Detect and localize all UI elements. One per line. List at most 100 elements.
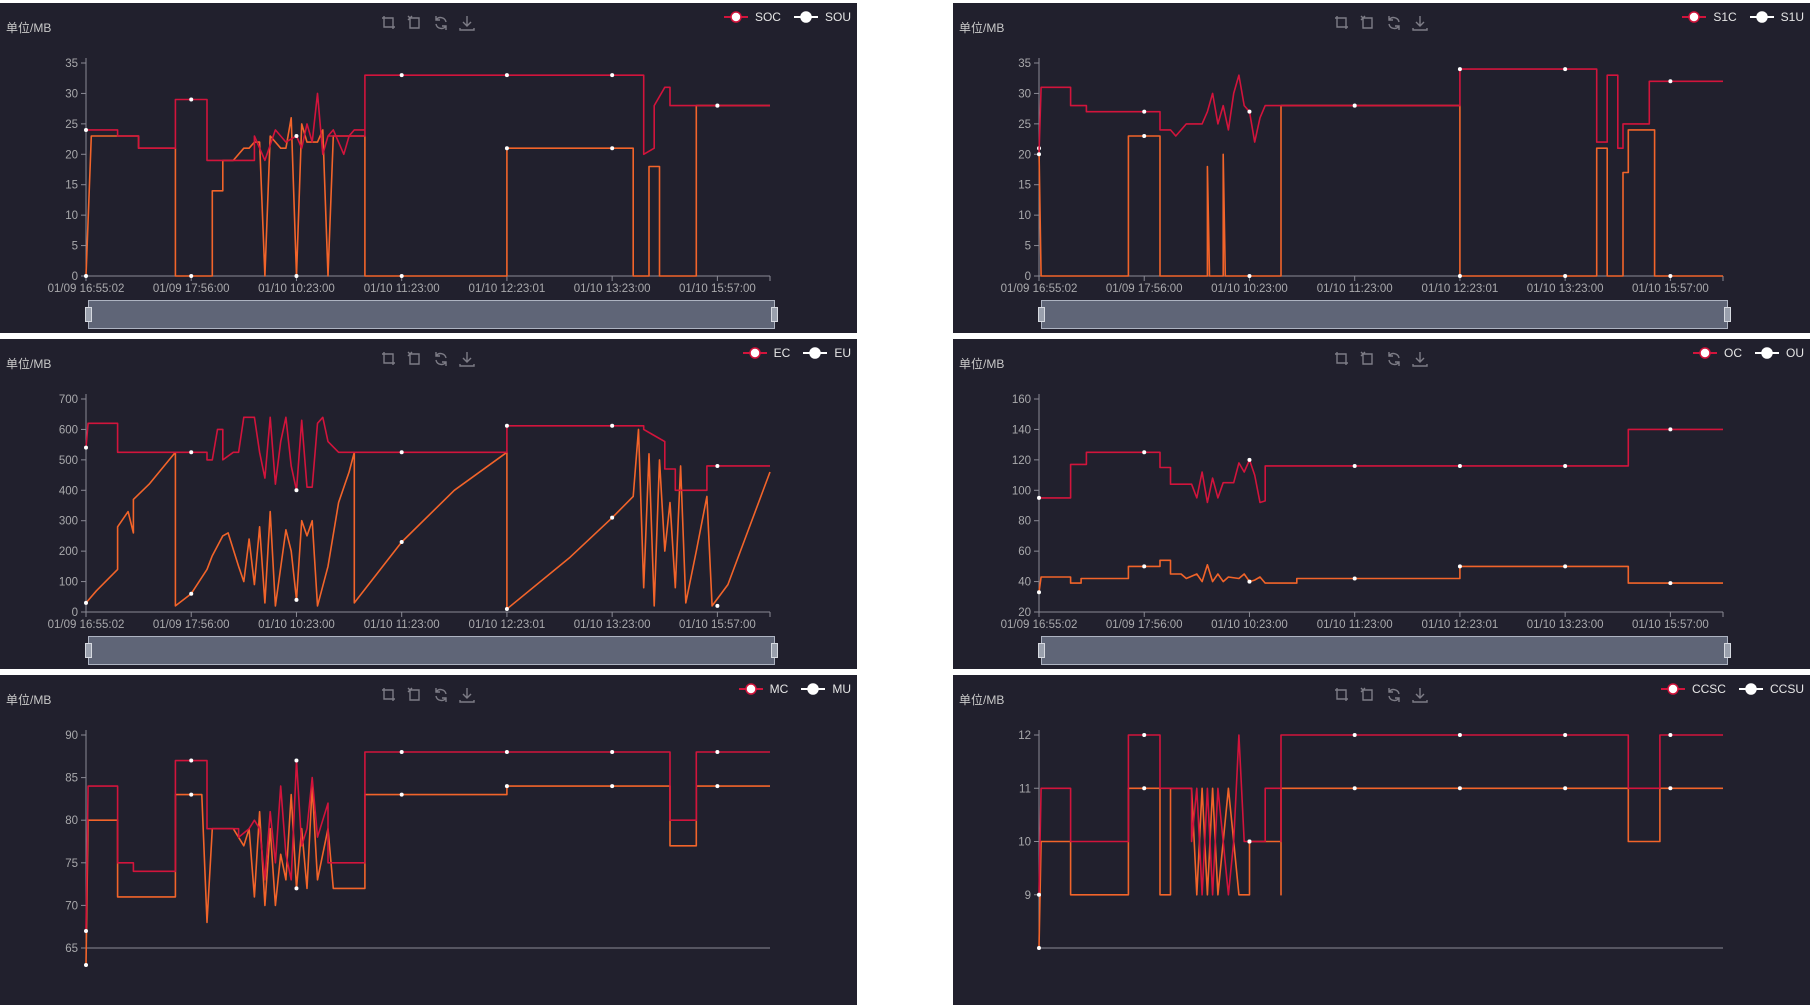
unit-label: 单位/MB [959,21,1005,35]
zoom-handle-right[interactable] [771,307,778,322]
zoom-reset-icon[interactable] [406,686,424,704]
data-point [1352,103,1357,108]
zoom-reset-icon[interactable] [1359,350,1377,368]
download-icon[interactable] [1411,350,1429,368]
data-point [1668,274,1673,278]
y-tick-label: 0 [72,271,78,283]
legend-item[interactable]: EC [742,346,790,360]
x-tick-label: 01/10 12:23:01 [469,283,546,295]
restore-icon[interactable] [432,350,450,368]
data-point [399,274,404,278]
x-tick-label: 01/10 11:23:00 [1317,619,1393,631]
y-tick-label: 300 [59,516,78,528]
y-tick-label: 200 [59,546,78,558]
y-tick-label: 160 [1012,394,1031,406]
legend-marker-icon [1749,11,1774,23]
zoom-reset-icon[interactable] [1359,14,1377,32]
y-tick-label: 35 [65,58,78,70]
restore-icon[interactable] [432,14,450,32]
data-zoom-slider[interactable] [1038,636,1731,665]
legend-item[interactable]: OU [1754,346,1804,360]
y-tick-label: 60 [1018,546,1031,558]
data-point [1037,590,1041,595]
zoom-icon[interactable] [1333,14,1351,32]
y-tick-label: 600 [59,424,78,436]
zoom-reset-icon[interactable] [406,350,424,368]
legend-item[interactable]: MC [738,682,788,696]
legend-marker-icon [803,347,828,359]
legend-item[interactable]: SOC [723,10,781,24]
x-tick-label: 01/09 16:55:02 [1001,619,1078,631]
zoom-handle-right[interactable] [1724,307,1731,322]
zoom-handle-left[interactable] [1038,307,1045,322]
x-tick-label: 01/10 15:57:00 [1632,619,1709,631]
zoom-reset-icon[interactable] [406,14,424,32]
zoom-handle-left[interactable] [85,643,92,658]
data-point [1247,457,1252,462]
y-tick-label: 15 [65,180,78,192]
data-zoom-slider[interactable] [1038,300,1731,329]
data-point [504,146,509,151]
data-point [189,792,194,797]
series-line-S1U [1038,104,1723,277]
legend-item[interactable]: SOU [793,10,851,24]
zoom-icon[interactable] [1333,350,1351,368]
restore-icon[interactable] [432,686,450,704]
download-icon[interactable] [1411,14,1429,32]
x-tick-label: 01/10 13:23:00 [574,619,651,631]
y-tick-label: 100 [59,577,78,589]
data-point [1142,134,1147,139]
series-line-OC [1039,428,1723,504]
y-tick-label: 25 [1018,119,1031,131]
chart-plot: 0 5 10 15 20 25 30 35 01/09 16:55:02 01/09 17:56:… [48,58,771,295]
zoom-reset-icon[interactable] [1359,686,1377,704]
legend-item[interactable]: CCSC [1660,682,1726,696]
y-tick-label: 85 [65,773,78,785]
unit-label: 单位/MB [6,693,52,707]
series-line-S1C [1038,68,1723,155]
zoom-icon[interactable] [1333,686,1351,704]
data-point [504,423,509,428]
restore-icon[interactable] [1385,686,1403,704]
zoom-handle-right[interactable] [771,643,778,658]
legend-item[interactable]: EU [802,346,851,360]
data-point [399,750,404,755]
legend-marker-icon [723,11,748,23]
data-zoom-slider[interactable] [85,300,778,329]
y-tick-label: 120 [1012,455,1031,467]
legend-item[interactable]: MU [800,682,851,696]
legend-item[interactable]: S1U [1749,10,1804,24]
data-point [1457,67,1462,72]
series-line-MU [85,785,770,966]
data-point [715,103,720,108]
zoom-handle-left[interactable] [1038,643,1045,658]
y-tick-label: 10 [1018,210,1031,222]
zoom-handle-left[interactable] [85,307,92,322]
restore-icon[interactable] [1385,14,1403,32]
data-point [1668,79,1673,84]
zoom-icon[interactable] [380,350,398,368]
data-zoom-slider[interactable] [85,636,778,665]
x-tick-label: 01/10 11:23:00 [364,283,440,295]
x-tick-label: 01/10 13:23:00 [574,283,651,295]
zoom-icon[interactable] [380,686,398,704]
zoom-handle-right[interactable] [1724,643,1731,658]
y-tick-label: 9 [1025,890,1031,902]
y-tick-label: 65 [65,943,78,955]
legend-item[interactable]: OC [1692,346,1742,360]
download-icon[interactable] [458,350,476,368]
data-point [399,792,404,797]
download-icon[interactable] [1411,686,1429,704]
data-point [715,463,720,468]
y-tick-label: 20 [1018,607,1031,619]
legend-item[interactable]: S1C [1681,10,1737,24]
chart-plot: 20 40 60 80 100 120 140 160 01/09 16:55:02 01/09 … [1001,394,1724,631]
legend-marker-icon [1755,347,1779,359]
restore-icon[interactable] [1385,350,1403,368]
download-icon[interactable] [458,686,476,704]
zoom-icon[interactable] [380,14,398,32]
download-icon[interactable] [458,14,476,32]
legend-item[interactable]: CCSU [1738,682,1804,696]
chart-panel: 单位/MB MC MU 65 70 75 80 85 90 [0,675,857,1005]
y-tick-label: 70 [65,900,78,912]
